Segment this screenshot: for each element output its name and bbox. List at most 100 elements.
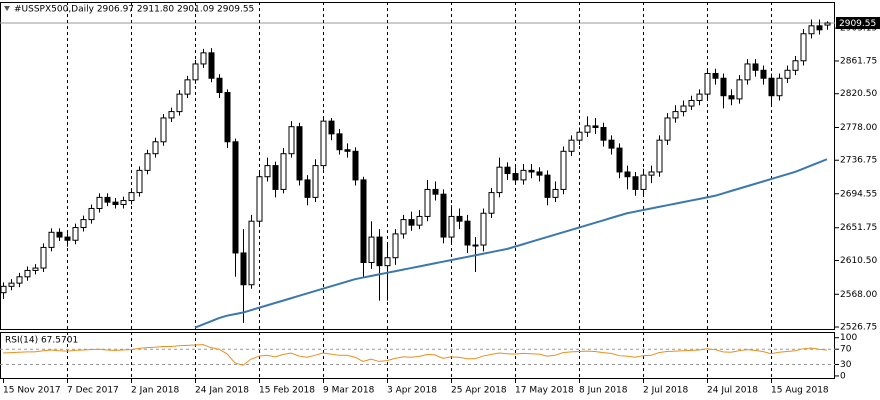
x-tick-label: 3 Apr 2018 [387, 386, 437, 396]
candle-body [64, 236, 71, 241]
candle-body [120, 200, 127, 206]
candle-body [392, 233, 399, 259]
candle-body [728, 95, 735, 100]
candle-body [264, 165, 271, 178]
candle-body [224, 92, 231, 143]
candle-body [336, 133, 343, 151]
y-tick-label: 100 [840, 333, 857, 343]
x-tick-label: 24 Jul 2018 [707, 386, 758, 396]
candle-body [328, 120, 335, 135]
x-tick-label: 25 Apr 2018 [451, 386, 507, 396]
candle-body [288, 126, 295, 155]
candle-body [552, 188, 559, 198]
symbol-icon [4, 6, 10, 11]
rsi-line [2, 344, 828, 366]
candle-body [128, 192, 135, 202]
candle-body [176, 93, 183, 113]
candle-body [496, 166, 503, 194]
candle-body [616, 147, 623, 173]
current-price-box [836, 17, 880, 30]
candle-body [160, 117, 167, 143]
candle-body [320, 120, 327, 167]
candle-body [408, 219, 415, 226]
candle-body [760, 69, 767, 79]
candle-body [96, 196, 103, 209]
candle-body [576, 131, 583, 141]
candle-body [208, 52, 215, 79]
candle-body [304, 179, 311, 198]
candle-body [136, 169, 143, 194]
candle-body [512, 173, 519, 181]
x-tick-label: 15 Feb 2018 [259, 386, 315, 396]
candle-body [680, 105, 687, 113]
candle-body [312, 165, 319, 198]
candle-body [296, 126, 303, 181]
candle-body [24, 269, 31, 278]
candle-body [376, 236, 383, 267]
grid-layer [0, 2, 835, 379]
x-tick-label: 17 May 2018 [515, 386, 574, 396]
candle-body [624, 171, 631, 178]
x-tick-label: 8 Jun 2018 [579, 386, 628, 396]
candle-body [104, 196, 111, 203]
price-panel [0, 2, 835, 330]
x-tick-label: 9 Mar 2018 [323, 386, 375, 396]
candle-body [792, 60, 799, 71]
candle-body [528, 169, 535, 173]
x-tick-label: 2 Jul 2018 [643, 386, 688, 396]
candle-body [400, 219, 407, 235]
x-tick-label: 2 Jan 2018 [131, 386, 179, 396]
candle-body [472, 244, 479, 247]
candle-body [184, 79, 191, 95]
candle-body [560, 150, 567, 190]
current-price-label: 2909.55 [839, 19, 876, 29]
candle-body [416, 215, 423, 226]
candle-body [632, 176, 639, 190]
candle-body [664, 117, 671, 141]
candle-body [232, 141, 239, 254]
candle-body [592, 125, 599, 128]
x-tick-label: 15 Nov 2017 [3, 386, 61, 396]
candle-body [712, 72, 719, 79]
candle-body [432, 188, 439, 195]
candle-body [368, 236, 375, 263]
candle-body [216, 77, 223, 94]
candle-body [648, 171, 655, 176]
y-tick-label: 2610.50 [840, 256, 877, 266]
y-tick-label: 2694.55 [840, 189, 877, 199]
rsi-title: RSI(14) 67.5701 [5, 336, 78, 346]
y-tick-label: 2651.75 [840, 223, 877, 233]
moving-average [194, 158, 828, 329]
candle-body [192, 63, 199, 81]
candle-body [152, 141, 159, 155]
candle-body [504, 166, 511, 175]
candle-body [704, 72, 711, 95]
candle-body [352, 150, 359, 181]
candle-body [568, 139, 575, 152]
y-tick-label: 2736.75 [840, 156, 877, 166]
candle-body [752, 63, 759, 71]
candle-body [480, 212, 487, 246]
candle-body [488, 192, 495, 214]
candle-body [608, 139, 615, 149]
candle-body [144, 153, 151, 171]
x-tick-label: 24 Jan 2018 [195, 386, 249, 396]
candle-body [720, 77, 727, 97]
candle-body [280, 153, 287, 190]
candle-body [584, 125, 591, 133]
candle-body [48, 231, 55, 248]
y-tick-label: 2820.50 [840, 89, 877, 99]
y-tick-label: 70 [840, 345, 852, 355]
y-tick-label: 30 [840, 360, 852, 370]
candle-body [640, 174, 647, 190]
candle-body [0, 285, 7, 294]
candle-body [360, 179, 367, 263]
candle-body [456, 215, 463, 222]
candle-body [256, 176, 263, 222]
y-tick-label: 2526.75 [840, 323, 877, 333]
candle-body [536, 171, 543, 176]
marks-layer [0, 19, 831, 366]
candle-body [744, 63, 751, 81]
y-tick-label: 0 [840, 371, 846, 381]
candle-body [424, 188, 431, 217]
